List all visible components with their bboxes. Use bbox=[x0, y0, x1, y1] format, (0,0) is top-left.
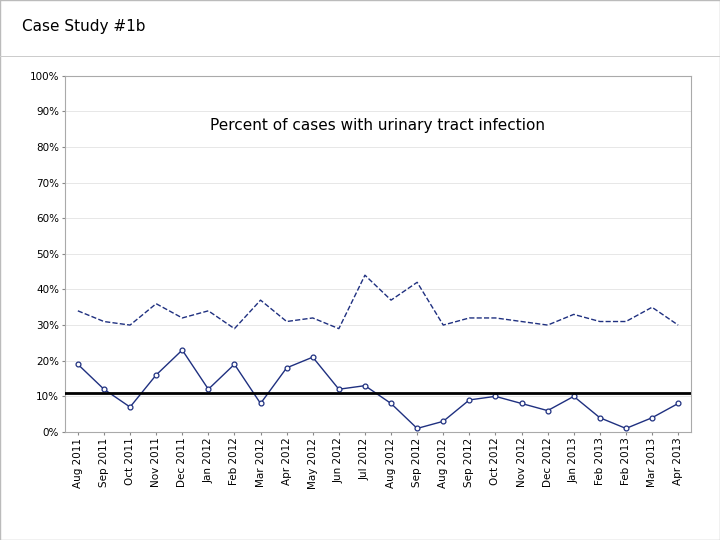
Text: Percent of cases with urinary tract infection: Percent of cases with urinary tract infe… bbox=[210, 118, 546, 133]
Text: Case Study #1b: Case Study #1b bbox=[22, 19, 145, 34]
